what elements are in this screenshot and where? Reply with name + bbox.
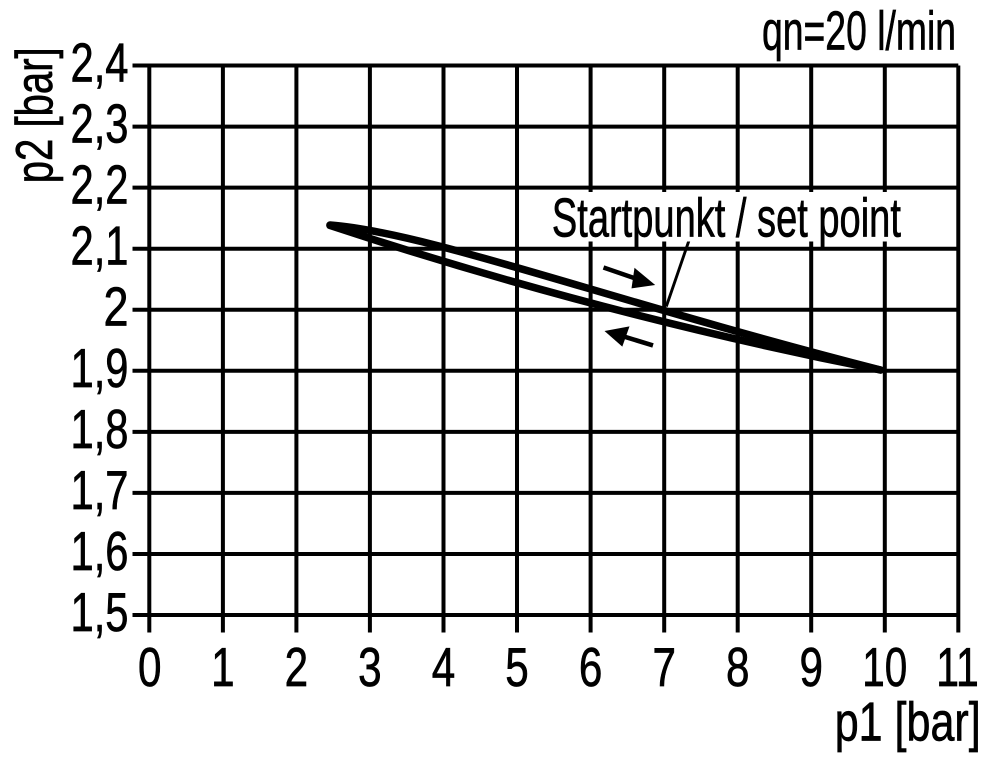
svg-text:Startpunkt / set point: Startpunkt / set point xyxy=(552,186,901,248)
svg-text:7: 7 xyxy=(652,636,676,698)
svg-text:qn=20 l/min: qn=20 l/min xyxy=(762,0,956,62)
svg-text:p1 [bar]: p1 [bar] xyxy=(835,691,981,753)
svg-text:1,8: 1,8 xyxy=(71,398,129,460)
svg-text:5: 5 xyxy=(505,636,529,698)
svg-text:1,6: 1,6 xyxy=(71,520,129,582)
svg-text:0: 0 xyxy=(138,636,162,698)
svg-text:4: 4 xyxy=(432,636,456,698)
svg-text:2: 2 xyxy=(104,276,129,338)
svg-text:9: 9 xyxy=(799,636,823,698)
svg-text:2,3: 2,3 xyxy=(71,93,129,155)
svg-text:p2 [bar]: p2 [bar] xyxy=(6,47,64,183)
svg-text:1,7: 1,7 xyxy=(71,459,129,521)
svg-text:3: 3 xyxy=(358,636,382,698)
svg-text:2,2: 2,2 xyxy=(71,154,129,216)
svg-text:2: 2 xyxy=(285,636,309,698)
svg-text:10: 10 xyxy=(862,636,907,698)
svg-text:1,9: 1,9 xyxy=(71,337,129,399)
svg-text:2,4: 2,4 xyxy=(71,32,129,94)
svg-text:1: 1 xyxy=(211,636,235,698)
svg-text:2,1: 2,1 xyxy=(71,215,129,277)
svg-text:6: 6 xyxy=(579,636,603,698)
svg-text:1,5: 1,5 xyxy=(71,581,129,643)
svg-text:8: 8 xyxy=(726,636,750,698)
svg-text:11: 11 xyxy=(936,636,979,698)
